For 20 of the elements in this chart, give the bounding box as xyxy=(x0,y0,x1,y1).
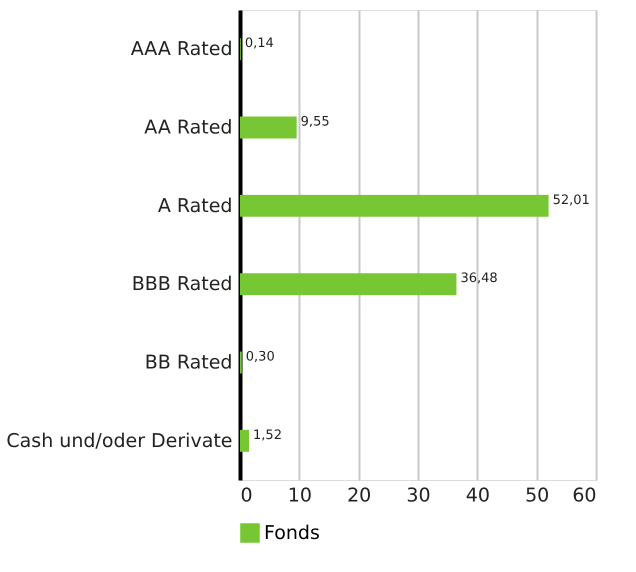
legend-label: Fonds xyxy=(264,522,320,544)
data-label: 52,01 xyxy=(552,192,590,208)
x-tick-label: 50 xyxy=(525,484,550,506)
data-label: 0,14 xyxy=(244,36,274,52)
y-tick-label: BB Rated xyxy=(144,352,232,374)
y-tick-label: AA Rated xyxy=(144,116,232,138)
y-tick-label: A Rated xyxy=(158,194,232,217)
y-tick-label: BBB Rated xyxy=(132,273,232,296)
x-tick-label: 10 xyxy=(288,484,312,506)
x-tick-label: 30 xyxy=(406,484,431,506)
y-tick-label: AAA Rated xyxy=(130,38,232,60)
data-label: 1,52 xyxy=(253,428,282,443)
x-tick-label: 40 xyxy=(466,484,490,506)
x-tick-label: 20 xyxy=(347,484,372,506)
y-tick-label: Cash und/oder Derivate xyxy=(6,430,232,452)
data-label: 0,30 xyxy=(246,350,275,364)
x-tick-label: 0 xyxy=(240,484,253,506)
data-label: 9,55 xyxy=(300,114,330,130)
x-tick-label: 60 xyxy=(572,484,596,506)
data-label: 36,48 xyxy=(460,271,498,286)
